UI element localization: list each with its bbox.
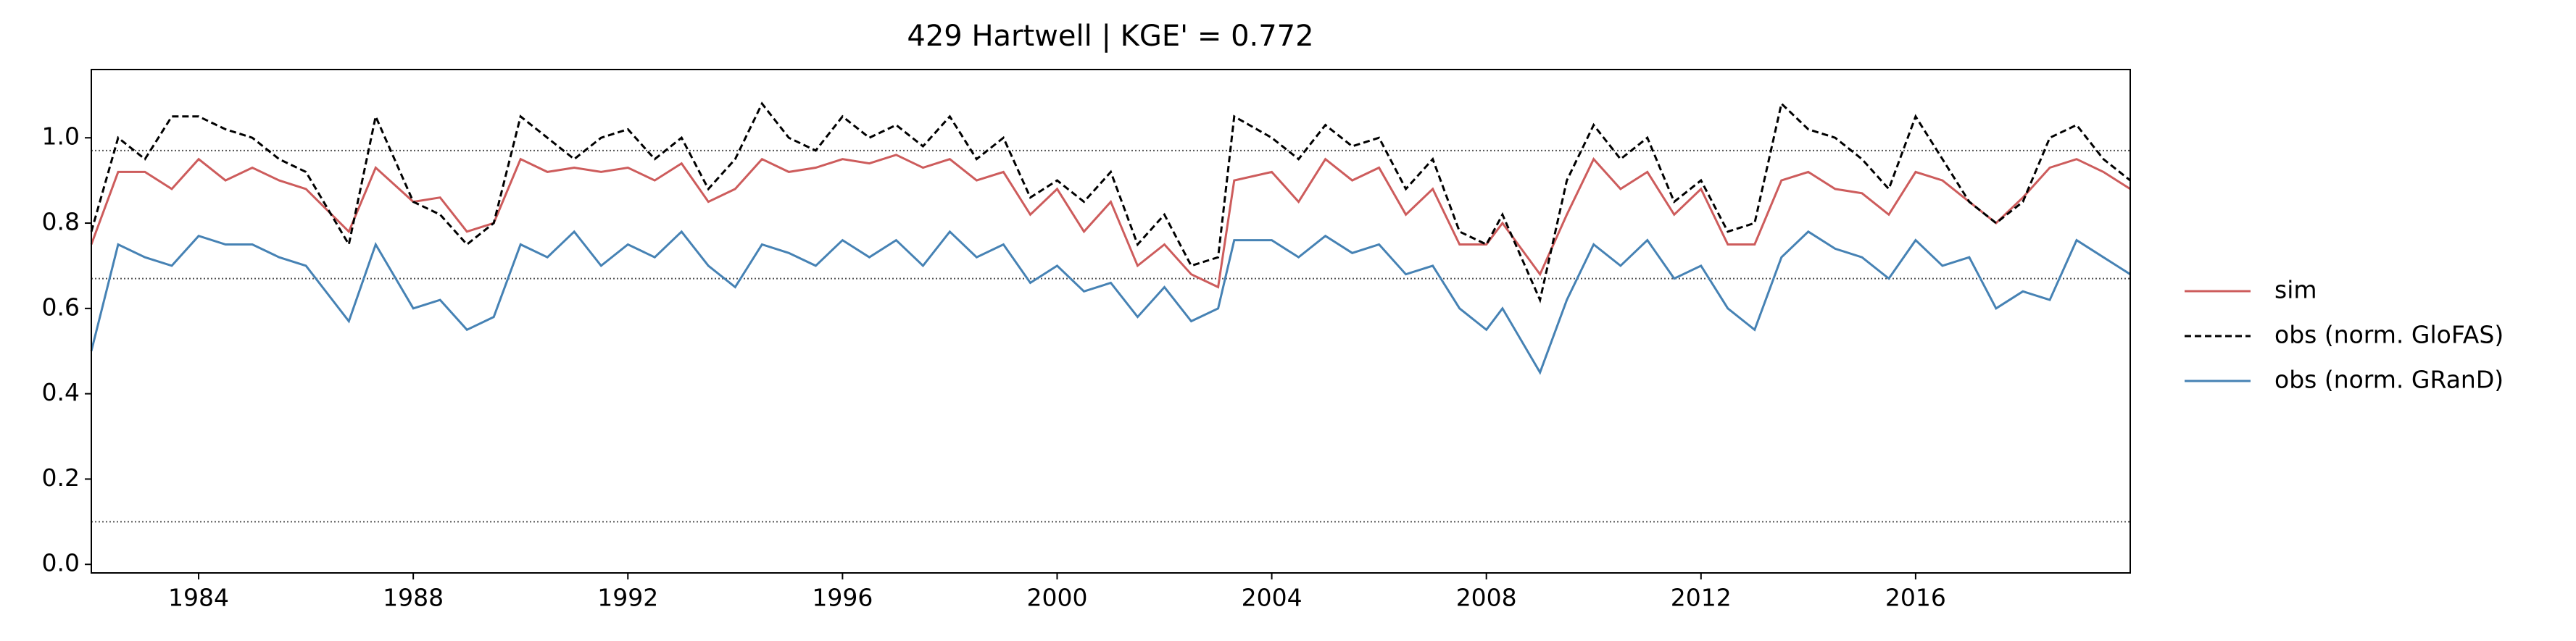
x-tick-label: 2004 [1242,584,1302,612]
y-tick-label: 0.4 [42,378,80,406]
y-tick-label: 0.8 [42,208,80,236]
series-line [90,101,2131,303]
x-tick-label: 1992 [597,584,658,612]
plot-frame [91,69,2131,574]
legend-label: sim [2274,276,2317,304]
legend-label: obs (norm. GloFAS) [2274,321,2504,349]
y-tick-label: 0.0 [42,549,80,577]
x-tick-label: 1988 [383,584,444,612]
y-tick-label: 1.0 [42,122,80,151]
y-tick-label: 0.2 [42,464,80,492]
legend-label: obs (norm. GRanD) [2274,366,2504,394]
x-tick-label: 2012 [1671,584,1732,612]
x-tick-label: 2008 [1456,584,1517,612]
chart-title: 429 Hartwell | KGE' = 0.772 [907,20,1313,53]
x-tick-label: 2016 [1885,584,1946,612]
y-tick-label: 0.6 [42,293,80,321]
series-line [90,230,2131,375]
series-line [90,154,2131,289]
x-tick-label: 2000 [1026,584,1087,612]
x-tick-label: 1984 [168,584,229,612]
x-tick-label: 1996 [812,584,873,612]
